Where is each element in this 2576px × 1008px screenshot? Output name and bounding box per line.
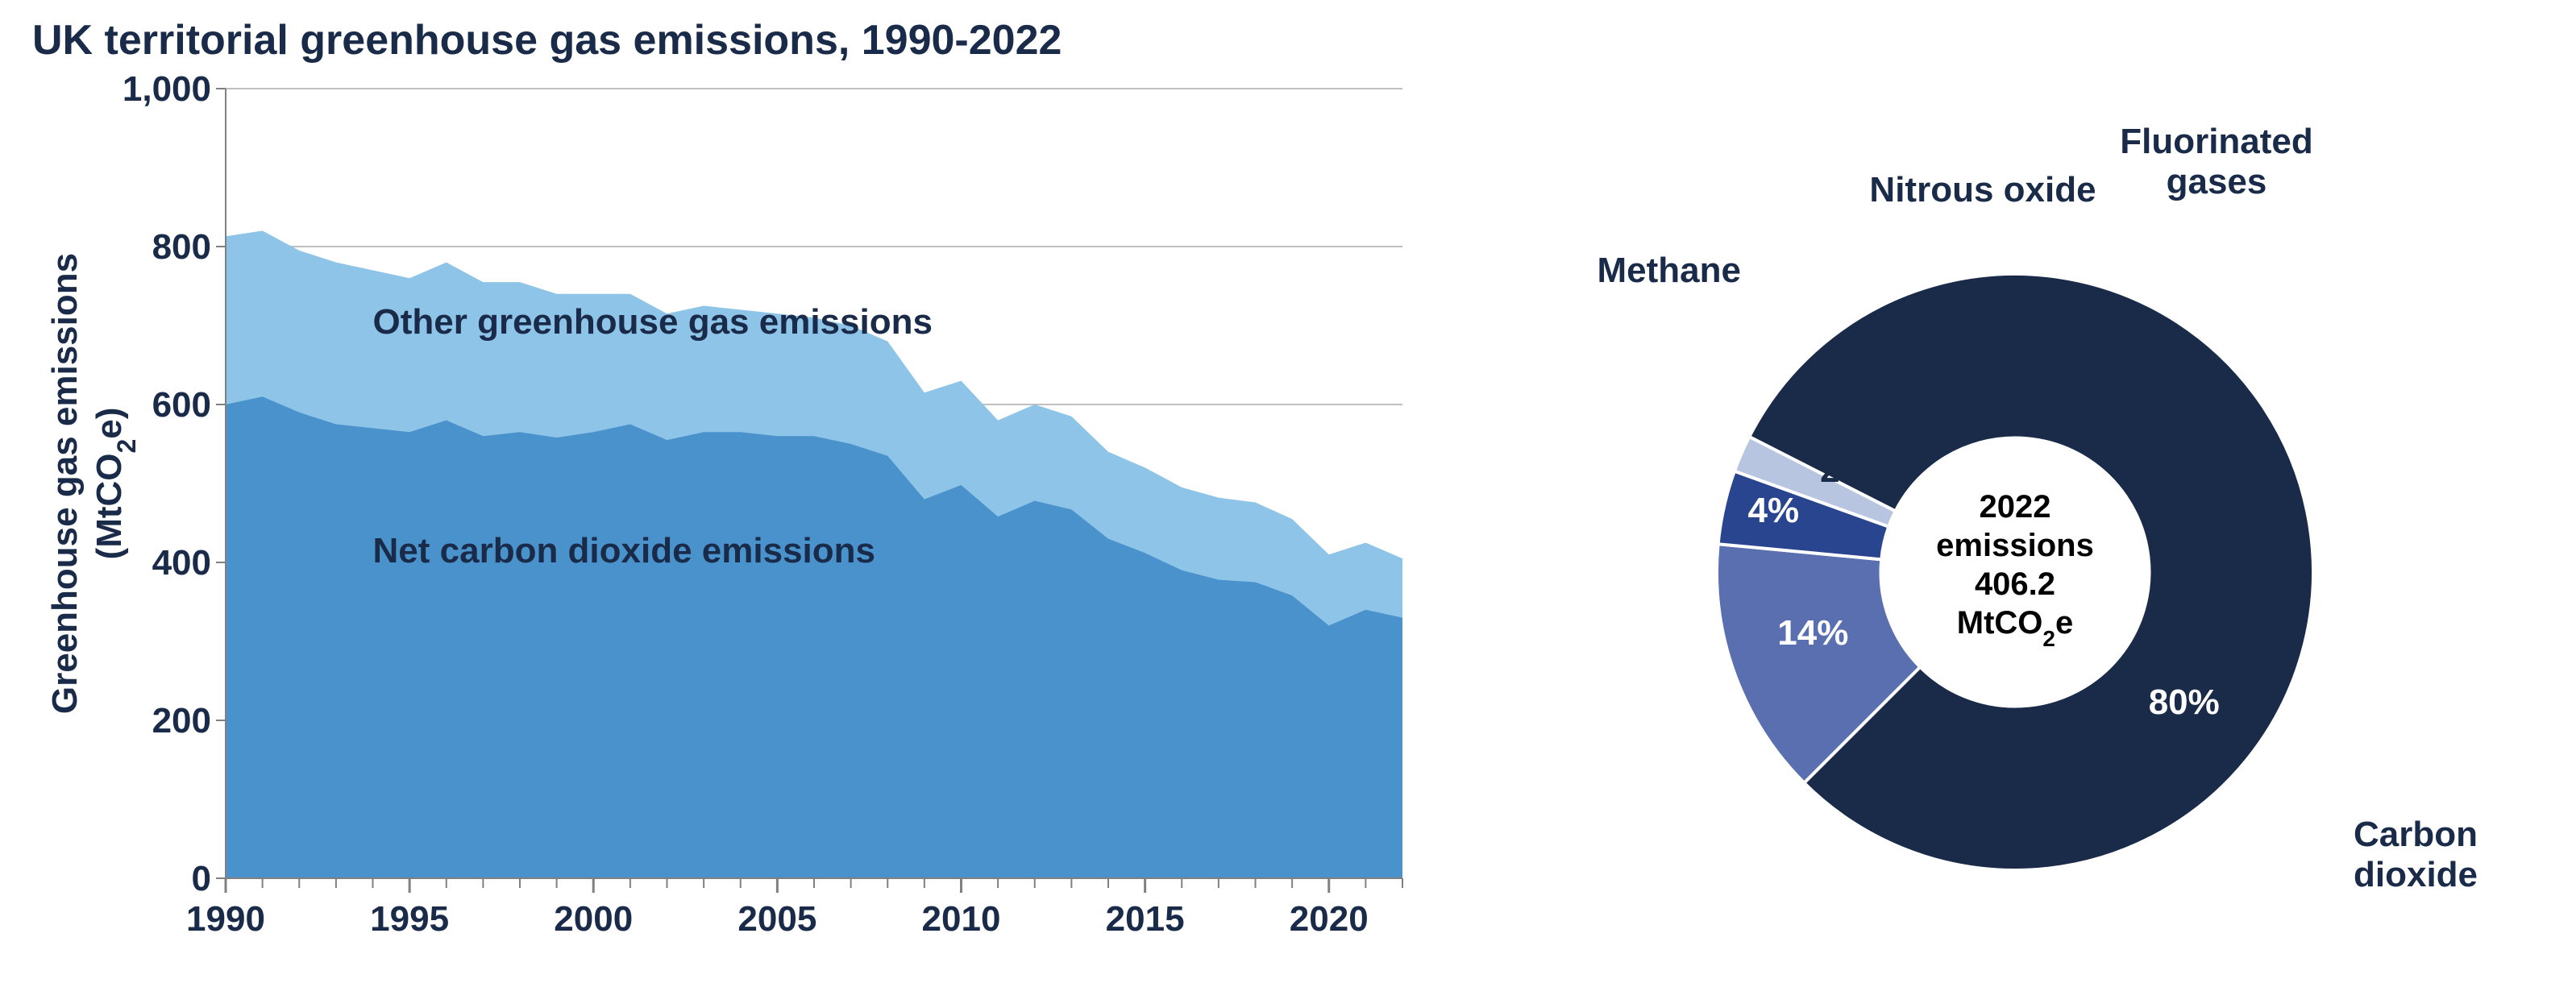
donut-center-line-0: 2022 [1980, 489, 2051, 525]
svg-text:2015: 2015 [1106, 899, 1185, 939]
chart-title: UK territorial greenhouse gas emissions,… [32, 16, 2544, 64]
svg-text:200: 200 [152, 701, 211, 740]
area-co2 [226, 396, 1402, 878]
donut-center-line-2: 406.2 [1975, 566, 2055, 602]
ext-methane: Methane [1598, 251, 1741, 290]
pct-methane: 14% [1777, 613, 1848, 653]
ext-co2-2: dioxide [2354, 855, 2478, 894]
ext-co2-1: Carbon [2354, 815, 2478, 854]
ext-fgas-2: gases [2167, 162, 2267, 201]
area-chart: 0 200 400 600 800 1,000 1990 1995 2000 2005 2010 20… [32, 73, 1419, 959]
svg-text:1990: 1990 [186, 899, 265, 939]
svg-text:0: 0 [192, 859, 211, 898]
svg-text:1,000: 1,000 [123, 73, 211, 109]
svg-text:600: 600 [152, 385, 211, 425]
label-co2: Net carbon dioxide emissions [373, 531, 876, 570]
svg-text:2000: 2000 [554, 899, 633, 939]
pct-fgas: 2% [1820, 450, 1872, 490]
pct-n2o: 4% [1747, 491, 1799, 530]
svg-text:2020: 2020 [1290, 899, 1369, 939]
svg-text:2010: 2010 [922, 899, 1001, 939]
y-axis-label: Greenhouse gas emissions [45, 253, 85, 714]
svg-text:800: 800 [152, 227, 211, 267]
label-other-ghg: Other greenhouse gas emissions [373, 302, 933, 342]
donut-chart: 80%14%4%2%2022emissions406.2MtCO2eMethan… [1564, 73, 2491, 959]
pct-co2: 80% [2149, 682, 2220, 722]
svg-text:1995: 1995 [370, 899, 449, 939]
svg-text:2005: 2005 [737, 899, 816, 939]
donut-center-line-1: emissions [1936, 528, 2094, 563]
svg-text:(MtCO2e): (MtCO2e) [89, 408, 141, 560]
ext-n2o: Nitrous oxide [1869, 170, 2096, 209]
ext-fgas-1: Fluorinated [2120, 122, 2313, 161]
svg-text:400: 400 [152, 543, 211, 583]
